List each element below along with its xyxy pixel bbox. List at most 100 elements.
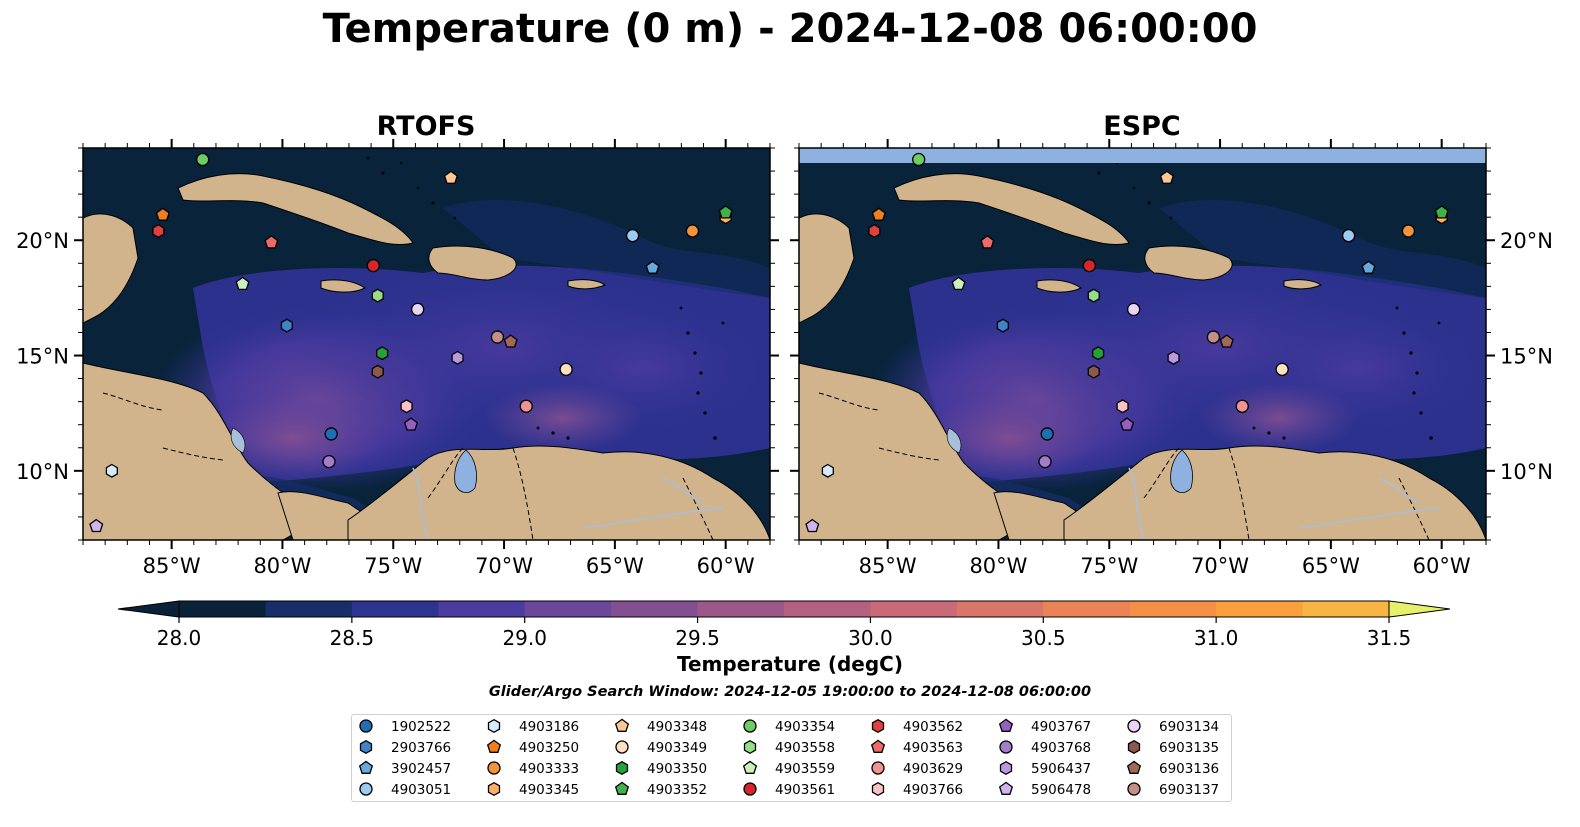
legend-marker-4903250 xyxy=(486,739,502,753)
espc-float-4903349-marker xyxy=(1275,362,1289,377)
espc-lat-tick-label: 10°N xyxy=(1500,460,1553,484)
legend-label: 2903766 xyxy=(391,740,451,756)
legend-marker-2903766 xyxy=(359,739,373,755)
espc-float-4903561-marker xyxy=(1082,258,1096,273)
espc-float-6903136-marker xyxy=(1219,334,1234,348)
espc-float-2903766-marker xyxy=(996,318,1009,333)
espc-float-4903352-marker xyxy=(1434,205,1449,219)
rtofs-float-5906478-marker xyxy=(89,518,104,533)
legend-marker-4903559 xyxy=(742,760,758,774)
rtofs-lat-tick-label: 10°N xyxy=(16,460,69,484)
panel-title-espc: ESPC xyxy=(1103,111,1181,142)
legend-marker-6903137 xyxy=(1127,782,1141,796)
colorbar-bin xyxy=(265,601,353,617)
colorbar-tick-label: 29.5 xyxy=(675,626,720,650)
legend-label: 4903345 xyxy=(519,782,579,798)
colorbar-tick-label: 28.0 xyxy=(157,626,202,650)
legend-item-4903767: 4903767 xyxy=(998,718,1091,735)
espc-float-4903767-marker xyxy=(1119,417,1135,431)
legend-item-6903135: 6903135 xyxy=(1127,739,1219,756)
float-legend: 1902522 2903766 3902457 4903051 4903186 49032… xyxy=(351,714,1232,802)
espc-float-4903186-marker xyxy=(821,463,834,478)
legend-label: 5906437 xyxy=(1031,761,1091,777)
legend-marker-4903051 xyxy=(359,782,373,796)
colorbar-bin xyxy=(697,601,785,617)
colorbar-high-extension xyxy=(1388,600,1451,618)
espc-float-6903135-marker xyxy=(1087,364,1100,379)
rtofs-float-4903562-marker xyxy=(152,223,165,239)
rtofs-float-4903350-marker xyxy=(376,346,389,361)
legend-label: 4903562 xyxy=(903,719,963,735)
legend-label: 4903767 xyxy=(1031,719,1091,735)
rtofs-float-4903629-marker xyxy=(519,399,533,413)
rtofs-lat-tick-label: 15°N xyxy=(16,345,69,369)
legend-item-4903349: 4903349 xyxy=(615,740,707,756)
legend-label: 4903768 xyxy=(1031,740,1091,756)
espc-lon-tick-label: 65°W xyxy=(1302,554,1360,578)
espc-basemap xyxy=(799,148,1486,540)
legend-label: 4903349 xyxy=(647,740,707,756)
legend-marker-4903354 xyxy=(743,719,757,733)
legend-label: 4903250 xyxy=(519,740,579,756)
search-window-text: Glider/Argo Search Window: 2024-12-05 19… xyxy=(488,684,1092,700)
legend-label: 4903563 xyxy=(903,740,963,756)
rtofs-lon-tick-label: 85°W xyxy=(143,554,201,578)
colorbar-bin xyxy=(1043,601,1131,617)
espc-top-band xyxy=(799,148,1486,163)
legend-label: 3902457 xyxy=(391,761,451,777)
legend-marker-4903345 xyxy=(487,781,501,797)
colorbar-bin xyxy=(611,601,699,617)
espc-float-4903333-marker xyxy=(1401,224,1416,238)
legend-item-4903354: 4903354 xyxy=(743,719,835,735)
legend-marker-4903766 xyxy=(871,781,885,797)
legend-item-4903766: 4903766 xyxy=(871,781,963,798)
espc-float-4903354-marker xyxy=(912,152,926,167)
legend-item-6903137: 6903137 xyxy=(1127,782,1219,798)
colorbar-tick-label: 30.0 xyxy=(848,626,893,650)
espc-float-1902522-marker xyxy=(1040,427,1054,441)
legend-label: 4903352 xyxy=(647,782,707,798)
rtofs-float-4903333-marker xyxy=(685,224,700,238)
legend-item-4903350: 4903350 xyxy=(615,760,707,777)
legend-marker-4903767 xyxy=(998,718,1014,732)
rtofs-float-6903137-marker xyxy=(490,330,505,344)
rtofs-float-4903561-marker xyxy=(366,258,380,273)
figure-title: Temperature (0 m) - 2024-12-08 06:00:00 xyxy=(322,6,1258,52)
rtofs-float-6903134-marker xyxy=(410,302,425,317)
colorbar-bin xyxy=(438,601,526,617)
legend-marker-6903136 xyxy=(1126,760,1142,774)
colorbar-low-extension xyxy=(117,600,180,618)
rtofs-float-4903250-marker xyxy=(155,207,170,221)
legend-label: 6903137 xyxy=(1159,782,1219,798)
colorbar-bin xyxy=(1129,601,1217,617)
legend-item-1902522: 1902522 xyxy=(359,719,451,735)
rtofs-float-4903559-marker xyxy=(235,276,250,291)
legend-label: 4903350 xyxy=(647,761,707,777)
legend-marker-4903333 xyxy=(487,761,501,775)
legend-item-4903768: 4903768 xyxy=(999,740,1091,756)
rtofs-float-4903348-marker xyxy=(443,170,458,184)
legend-item-4903345: 4903345 xyxy=(487,781,579,798)
espc-float-4903766-marker xyxy=(1116,399,1129,414)
espc-float-5906437-marker xyxy=(1167,350,1180,365)
rtofs-float-4903766-marker xyxy=(400,399,413,414)
espc-lat-tick-label: 15°N xyxy=(1500,345,1553,369)
legend-label: 6903135 xyxy=(1159,740,1219,756)
colorbar-bin xyxy=(956,601,1044,617)
legend-item-4903186: 4903186 xyxy=(487,718,579,735)
legend-item-4903051: 4903051 xyxy=(359,782,451,798)
legend-label: 4903558 xyxy=(775,740,835,756)
legend-label: 4903348 xyxy=(647,719,707,735)
espc-float-6903137-marker xyxy=(1206,330,1221,344)
rtofs-lon-tick-label: 75°W xyxy=(364,554,422,578)
legend-label: 6903136 xyxy=(1159,761,1219,777)
espc-float-4903562-marker xyxy=(868,223,881,239)
legend-item-4903559: 4903559 xyxy=(742,760,835,777)
colorbar-bin xyxy=(870,601,958,617)
rtofs-float-4903768-marker xyxy=(322,454,336,469)
legend-label: 6903134 xyxy=(1159,719,1219,735)
espc-float-4903559-marker xyxy=(951,276,966,291)
legend-item-4903333: 4903333 xyxy=(487,761,579,777)
colorbar-bin xyxy=(524,601,612,617)
rtofs-float-5906437-marker xyxy=(451,350,464,365)
